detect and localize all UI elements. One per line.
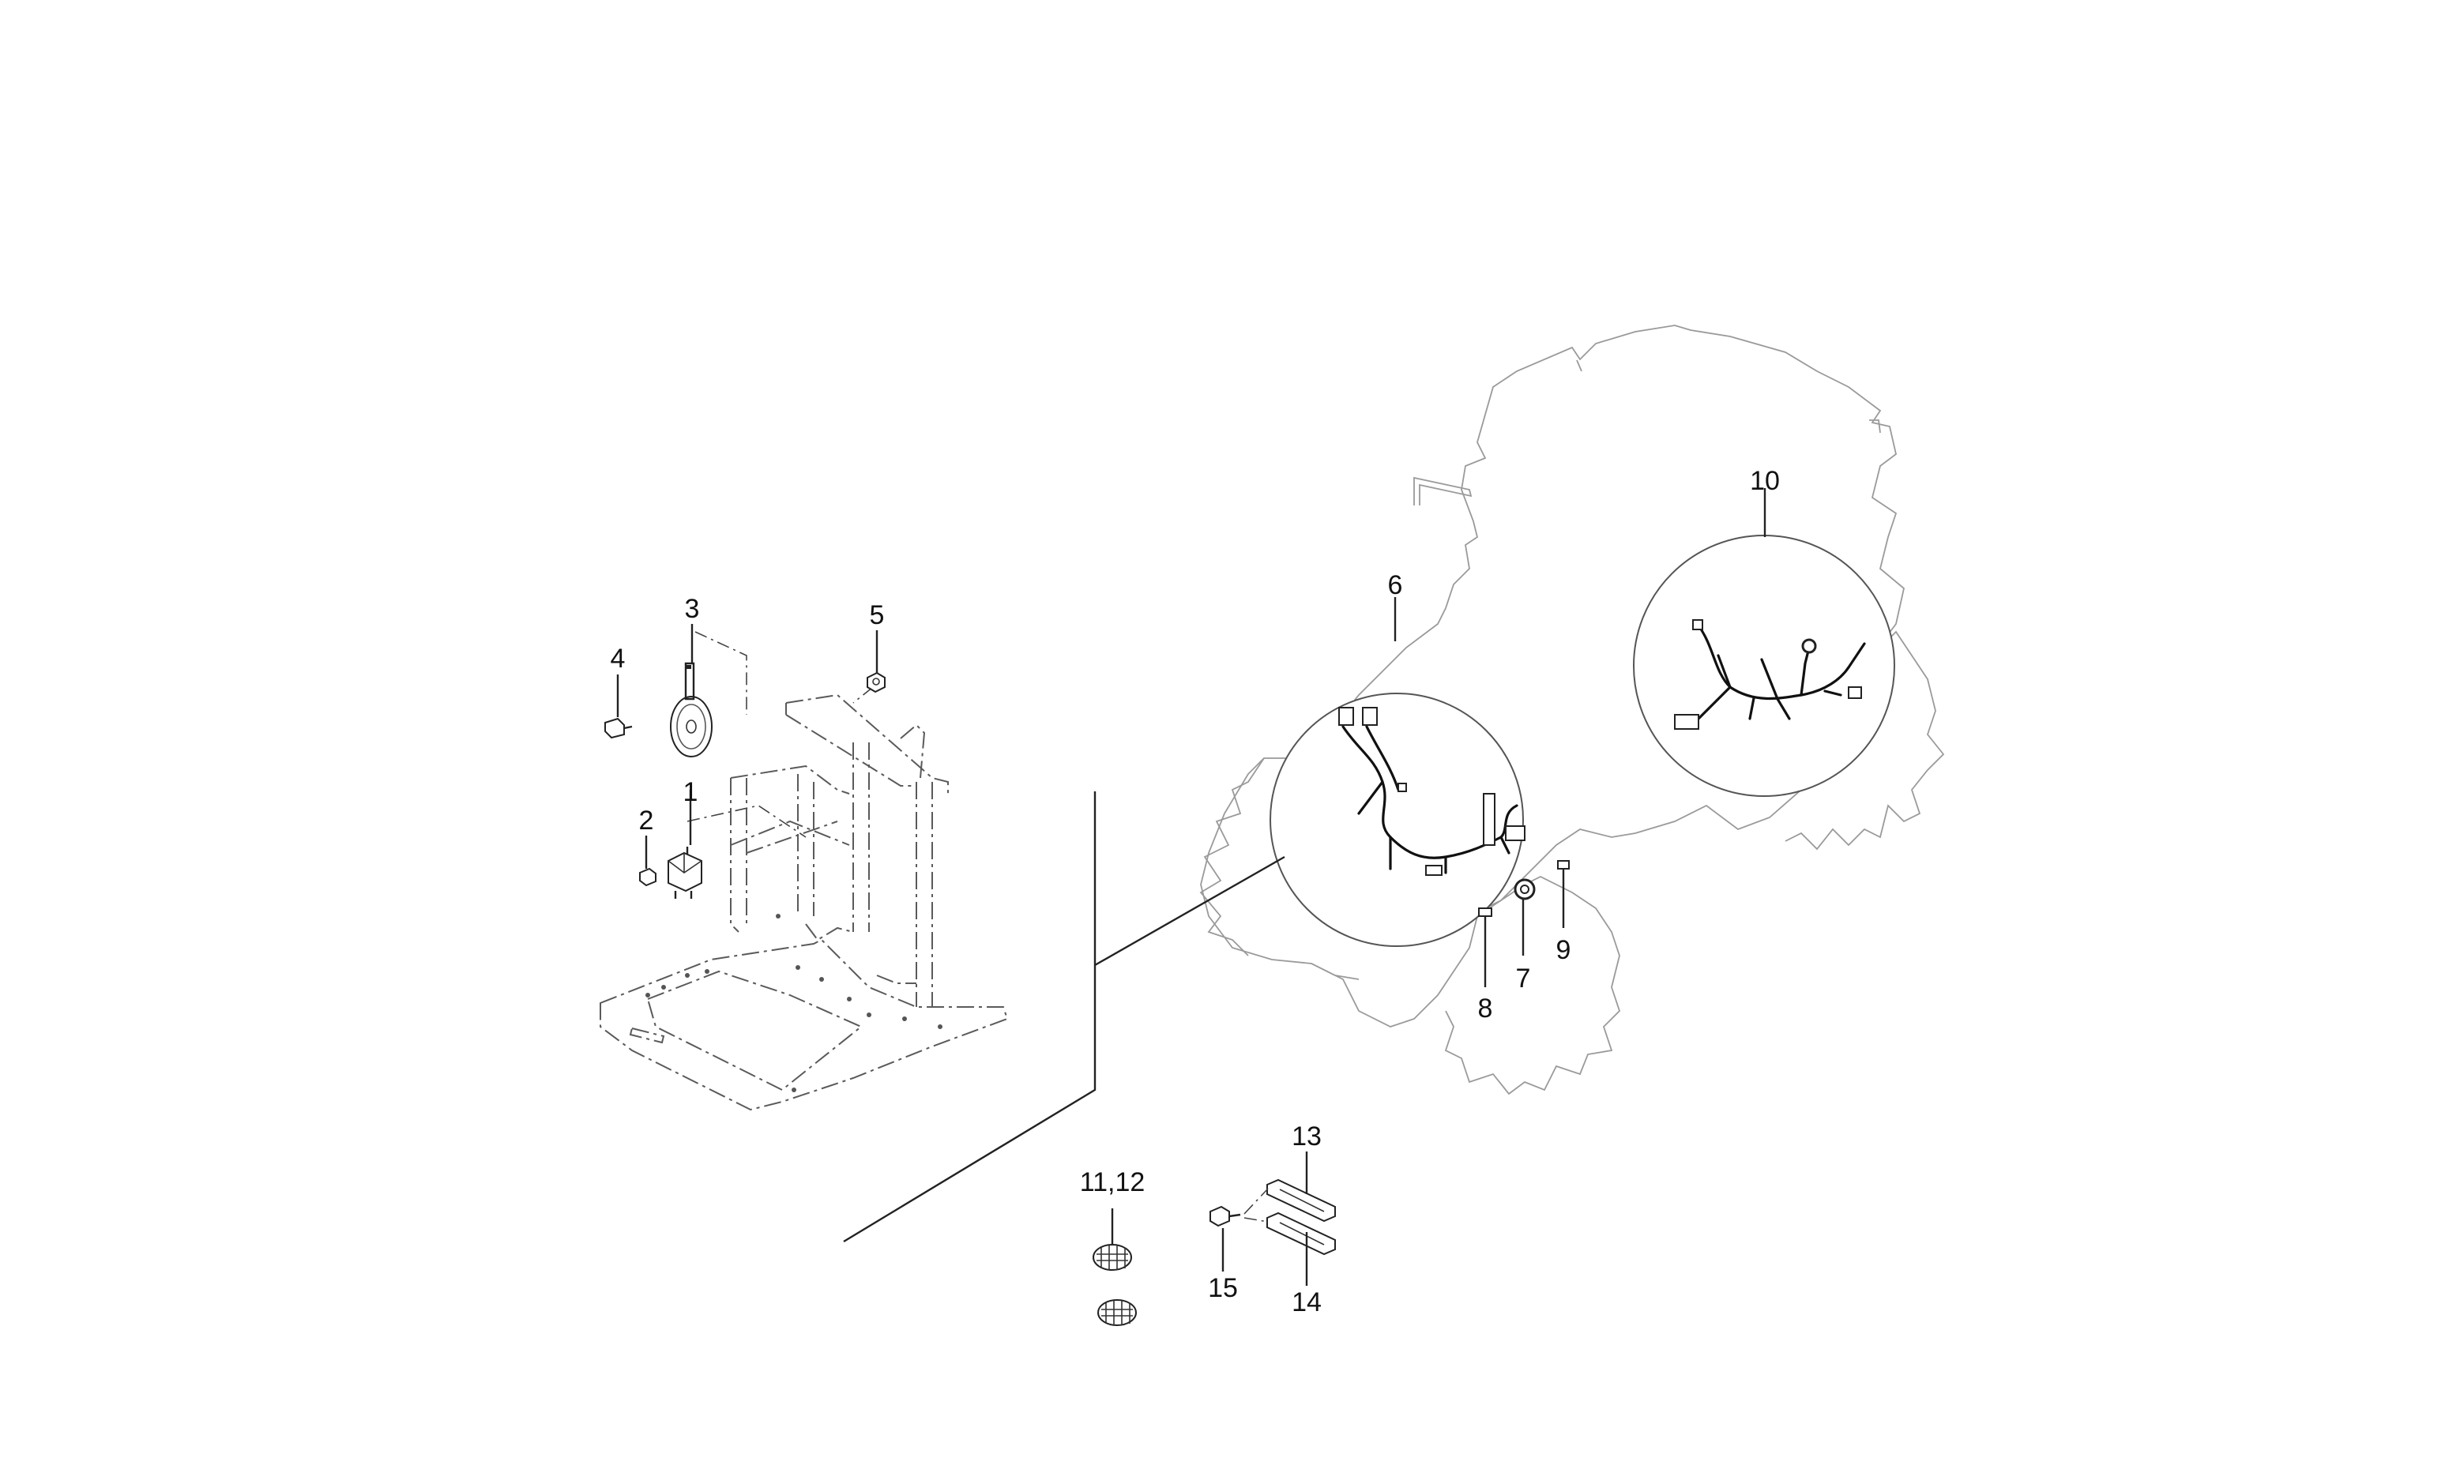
bottom-parts: [1093, 1178, 1336, 1326]
horn-bolt: [604, 717, 633, 739]
callout-15: 15: [1208, 1273, 1238, 1303]
callout-10: 10: [1750, 466, 1780, 496]
grommet-lower: [1097, 1299, 1137, 1326]
tractor-outline: [1199, 325, 1945, 1095]
callout-8: 8: [1478, 994, 1493, 1024]
leader-lines: [616, 488, 1766, 1286]
callout-11-12: 11,12: [1080, 1167, 1145, 1197]
detail-circle-front-harness: [1270, 693, 1570, 947]
mounting-frame: [600, 631, 1009, 1111]
callout-9: 9: [1556, 935, 1571, 965]
callout-4: 4: [611, 644, 626, 674]
callout-13: 13: [1292, 1121, 1322, 1152]
relay-nut: [639, 867, 656, 887]
callout-3: 3: [685, 594, 700, 624]
horn: [670, 662, 713, 757]
callout-1: 1: [683, 777, 698, 807]
callout-14: 14: [1292, 1287, 1322, 1317]
frame-parts: [604, 662, 886, 899]
callout-5: 5: [870, 600, 885, 630]
callout-7: 7: [1516, 964, 1531, 994]
callout-6: 6: [1388, 570, 1403, 600]
relay: [668, 847, 702, 899]
frame-holes: [645, 914, 942, 1092]
detail-circle-rear-harness: [1633, 535, 1895, 797]
connector-lines: [843, 791, 1285, 1243]
cable-tie-14: [1266, 1212, 1336, 1256]
frame-nut: [867, 671, 886, 693]
cable-tie-13: [1266, 1178, 1336, 1223]
cable-tie-screw: [1209, 1205, 1241, 1227]
callout-2: 2: [639, 806, 654, 836]
grommet-upper: [1093, 1244, 1132, 1271]
callout-labels: 1 2 3 4 5 6 7 8 9 10 11,12 13 14 15: [611, 466, 1780, 1317]
